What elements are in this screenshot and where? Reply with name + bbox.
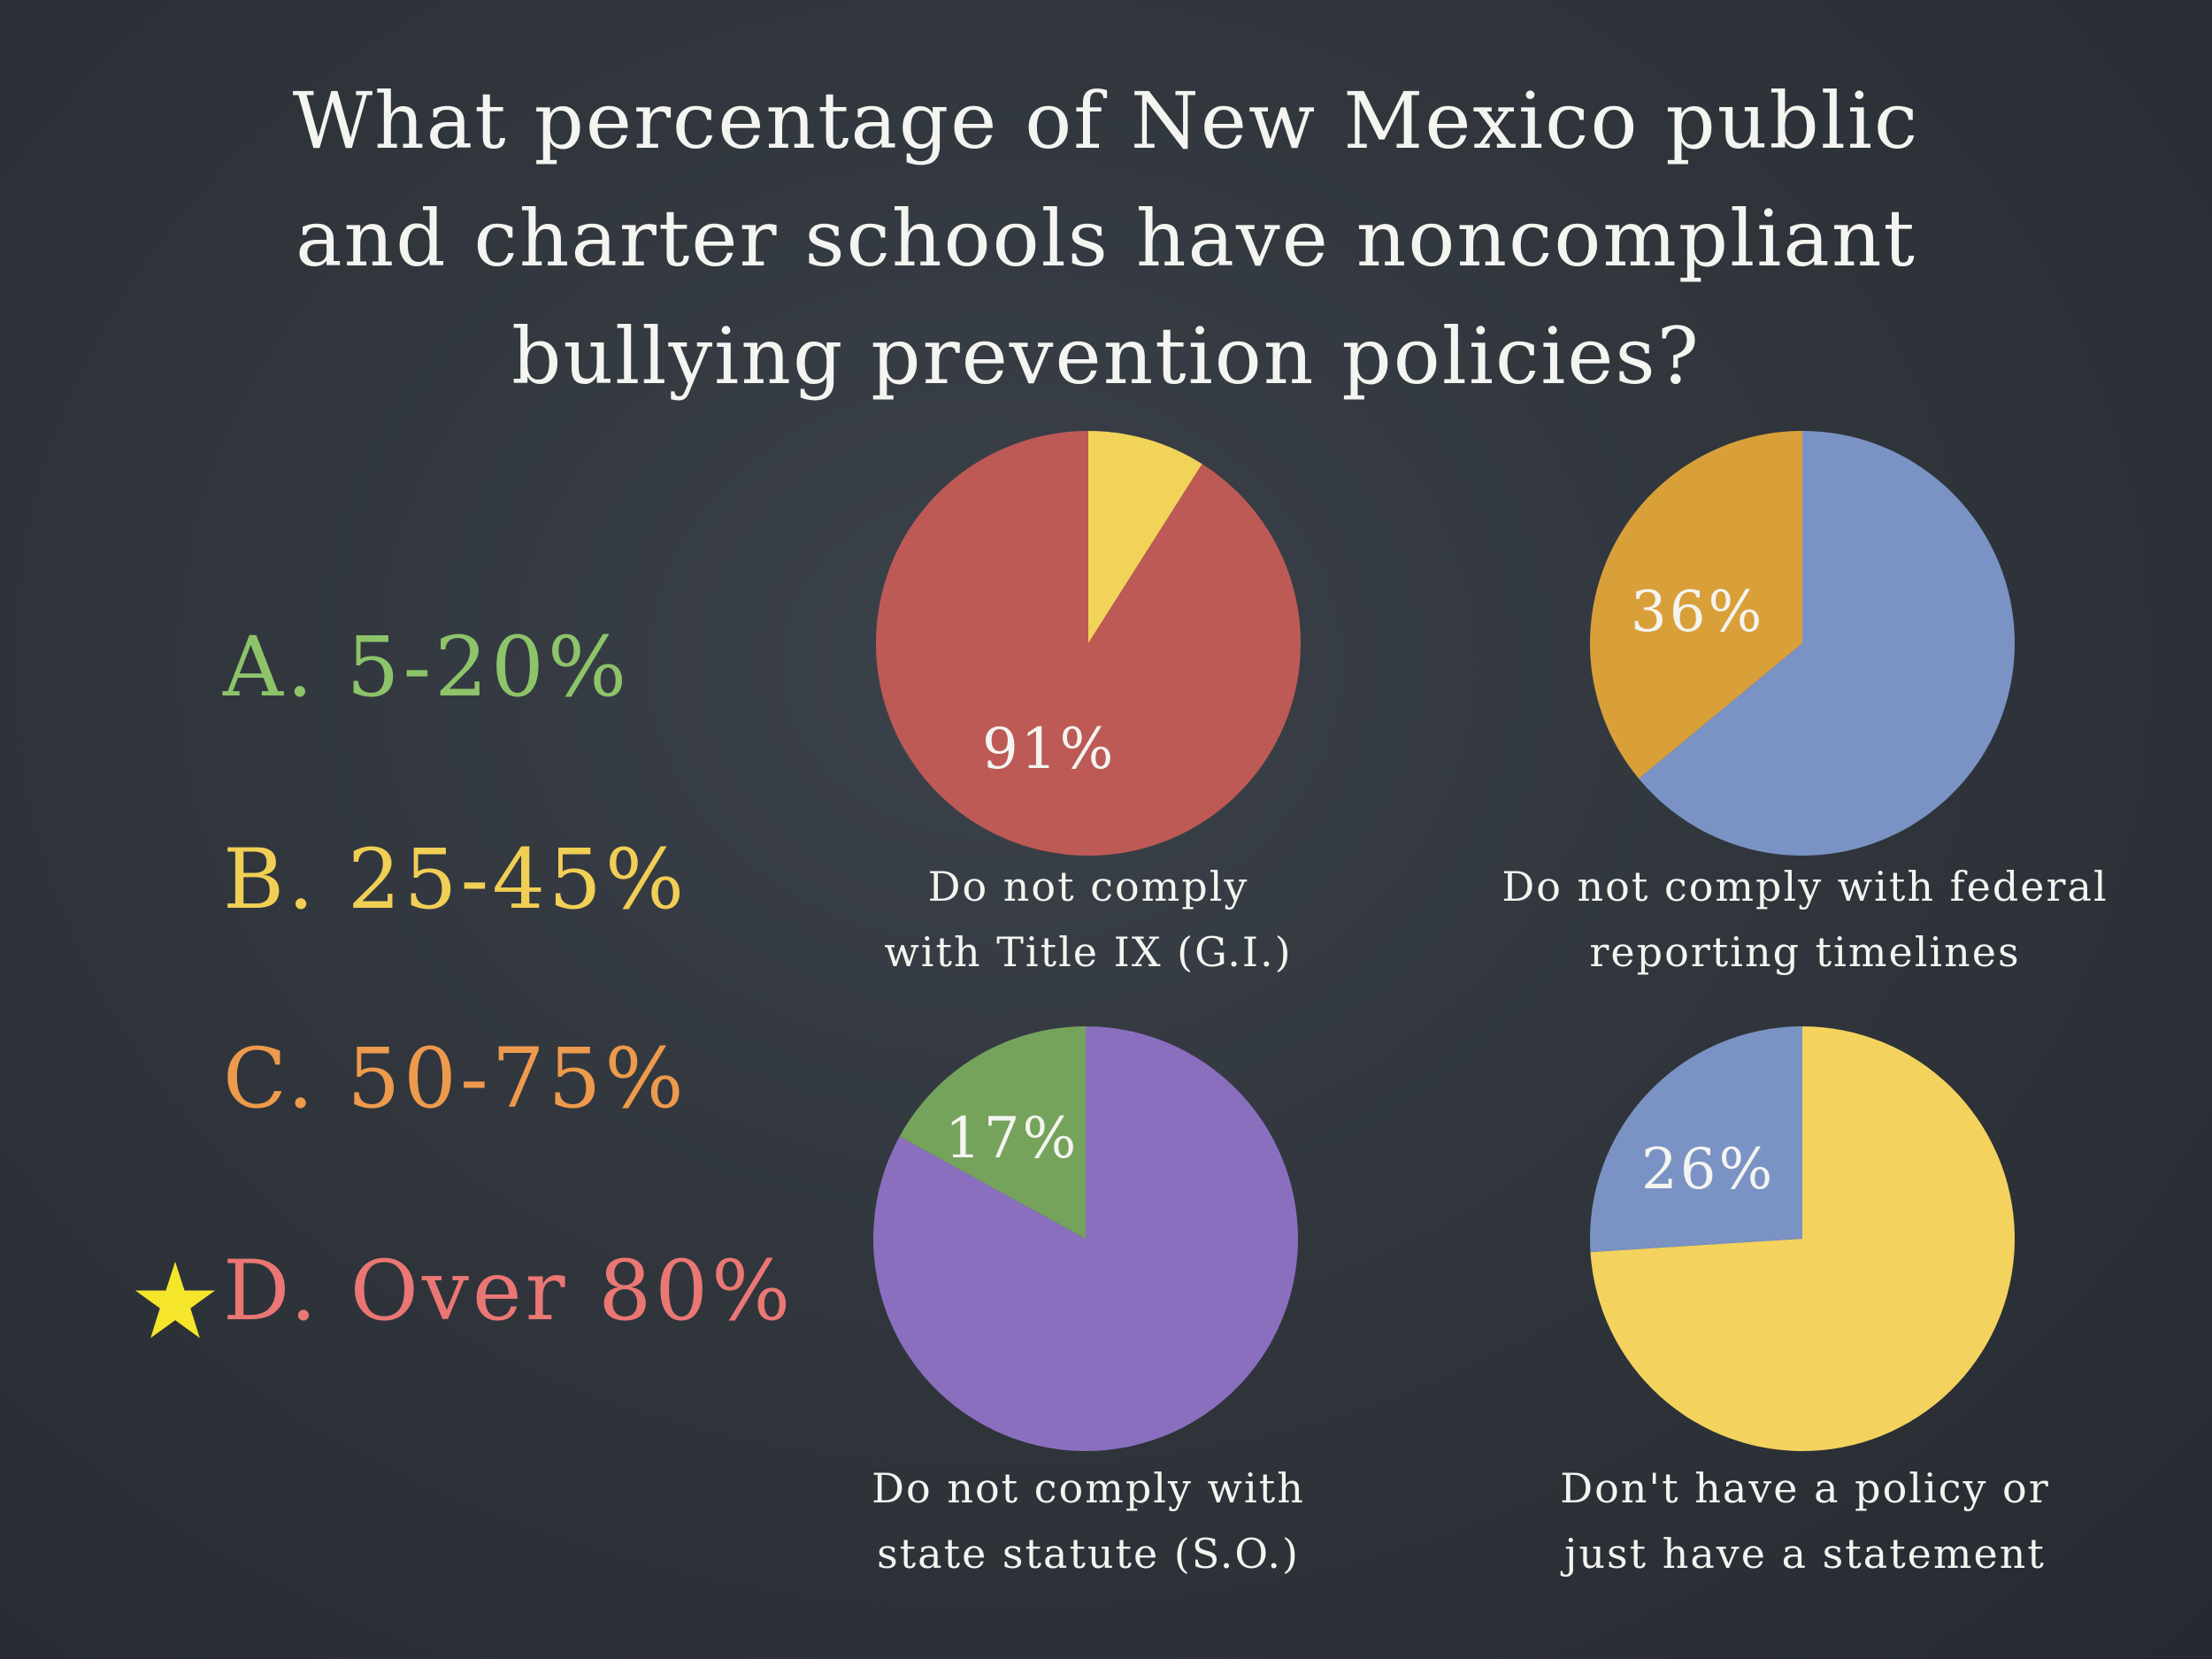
pie-2-slice-major [1639,431,2015,856]
pie-4-slice-major [1590,1026,2015,1451]
pie-2-caption: Do not comply with federal reporting tim… [1416,854,2194,985]
slide-title: What percentage of New Mexico public and… [133,62,2079,415]
pie-3-caption-line-2: state statute (S.O.) [877,1530,1300,1578]
pie-3-caption-line-1: Do not comply with [872,1464,1305,1512]
pie-2-caption-line-1: Do not comply with federal [1502,863,2108,910]
option-c: C. 50-75% [223,1031,687,1127]
pie-2-percent-label: 36% [1631,580,1765,645]
pie-2-slice-minor [1590,431,1802,779]
pie-4-slice-minor [1590,1026,1802,1253]
pie-4-percent-label: 26% [1641,1137,1776,1202]
pie-3-percent-label: 17% [945,1106,1079,1171]
title-line-1: What percentage of New Mexico public [292,75,1920,166]
pie-1-caption: Do not comply with Title IX (G.I.) [779,854,1398,985]
pie-4-caption-line-1: Don't have a policy or [1560,1464,2050,1512]
pie-1-slice-minor [1088,431,1202,643]
option-b: B. 25-45% [223,832,688,928]
pie-2-caption-line-2: reporting timelines [1589,928,2021,976]
pie-3-slice-minor [899,1026,1086,1239]
title-line-3: bullying prevention policies? [511,311,1701,402]
pie-chart-title-ix [876,431,1301,856]
pie-4-caption: Don't have a policy or just have a state… [1433,1455,2177,1586]
pie-1-percent-label: 91% [982,717,1117,782]
pie-1-caption-line-2: with Title IX (G.I.) [884,928,1293,976]
pie-chart-federal-timelines [1590,431,2015,856]
pie-3-caption: Do not comply with state statute (S.O.) [779,1455,1398,1586]
option-a: A. 5-20% [223,619,631,716]
pie-chart-state-statute [873,1026,1298,1451]
star-icon [134,1261,216,1339]
pie-4-caption-line-2: just have a statement [1564,1530,2046,1578]
pie-1-slice-major [876,431,1301,856]
option-d-correct: D. Over 80% [223,1243,795,1340]
pie-1-caption-line-1: Do not comply [927,863,1249,910]
pie-chart-no-policy [1590,1026,2015,1451]
title-line-2: and charter schools have noncompliant [296,193,1916,284]
